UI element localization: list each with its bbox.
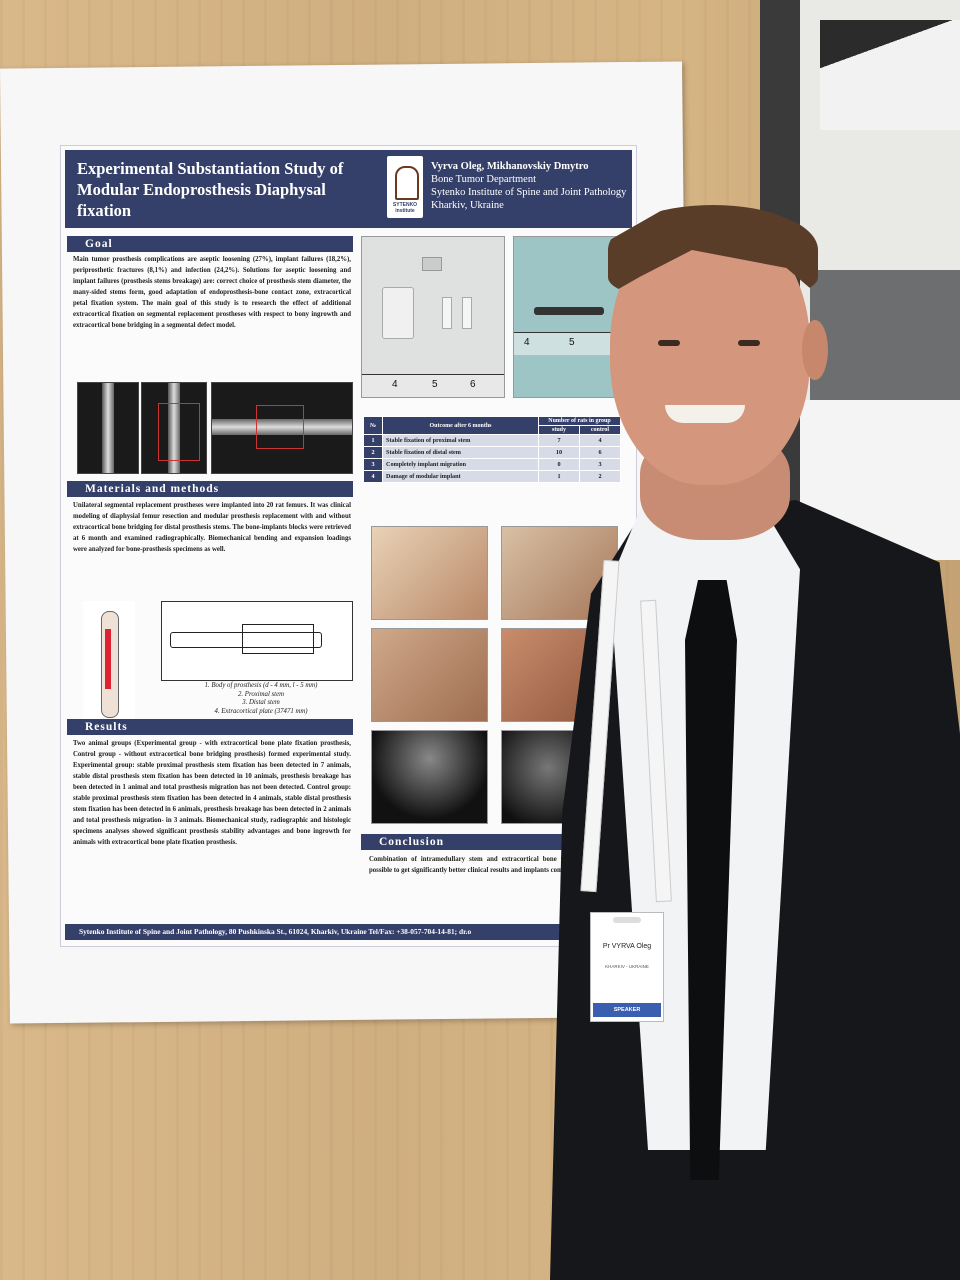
ear xyxy=(802,320,828,380)
goal-heading: Goal xyxy=(67,236,353,252)
logo-label: SYTENKO institute xyxy=(392,202,418,214)
poster-footer: Sytenko Institute of Spine and Joint Pat… xyxy=(65,924,632,940)
eye xyxy=(658,340,680,346)
diagram-legend: 1. Body of prosthesis (d - 4 mm, l - 5 m… xyxy=(181,682,341,716)
decorative-panel xyxy=(810,270,960,420)
methods-heading: Materials and methods xyxy=(67,481,353,497)
xray-image-1 xyxy=(77,382,139,474)
poster-header: Experimental Substantiation Study of Mod… xyxy=(65,150,632,228)
results-text: Two animal groups (Experimental group - … xyxy=(73,740,351,846)
femur-illustration xyxy=(83,601,135,721)
surgery-photo-3 xyxy=(371,628,488,722)
methods-text: Unilateral segmental replacement prosthe… xyxy=(73,502,351,553)
poster-title: Experimental Substantiation Study of Mod… xyxy=(77,159,344,220)
ceiling-truss xyxy=(820,20,960,130)
xray-image-2 xyxy=(141,382,207,474)
conclusion-text: Combination of intramedullary stem and e… xyxy=(369,856,624,874)
badge-role: SPEAKER xyxy=(593,1003,661,1017)
name-badge: Pr VYRVA Oleg KHARKIV - UKRAINE SPEAKER xyxy=(590,912,664,1022)
xray-result-1 xyxy=(371,730,488,824)
legend-item: 4. Extracortical plate (37471 mm) xyxy=(214,707,308,715)
background-window xyxy=(760,0,960,560)
legend-item: 1. Body of prosthesis (d - 4 mm, l - 5 m… xyxy=(204,682,318,689)
legend-item: 2. Proximal stem xyxy=(238,690,284,698)
badge-name: Pr VYRVA Oleg xyxy=(602,943,652,950)
col-outcome: Outcome after 6 months xyxy=(382,416,539,435)
institute-logo: SYTENKO institute xyxy=(387,156,423,218)
surgery-photo-1 xyxy=(371,526,488,620)
legend-item: 3. Distal stem xyxy=(242,699,280,706)
eye xyxy=(738,340,760,346)
badge-slot xyxy=(613,917,641,923)
logo-emblem-icon xyxy=(395,166,419,200)
smile xyxy=(665,405,745,423)
ruler-2: 4 5 xyxy=(514,332,624,355)
poster-authors-block: Vyrva Oleg, Mikhanovskiy Dmytro Bone Tum… xyxy=(431,160,631,212)
implant-photo: 4 5 6 xyxy=(361,236,505,398)
results-heading: Results xyxy=(67,719,353,735)
institute: Sytenko Institute of Spine and Joint Pat… xyxy=(431,187,627,198)
department: Bone Tumor Department xyxy=(431,174,536,185)
results-table: № Outcome after 6 months Number of rats … xyxy=(363,416,621,483)
badge-country: KHARKIV - UKRAINE xyxy=(605,964,649,969)
ruler: 4 5 6 xyxy=(362,374,504,397)
authors: Vyrva Oleg, Mikhanovskiy Dmytro xyxy=(431,161,589,172)
city: Kharkiv, Ukraine xyxy=(431,200,504,211)
scientific-poster: Experimental Substantiation Study of Mod… xyxy=(60,145,637,947)
table-row: 2 Stable fixation of distal stem 10 6 xyxy=(363,446,621,459)
prosthesis-diagram xyxy=(161,601,353,681)
xray-image-3 xyxy=(211,382,353,474)
col-no: № xyxy=(363,416,383,435)
goal-text: Main tumor prosthesis complications are … xyxy=(73,256,351,329)
assembled-implant-photo: 4 5 xyxy=(513,236,625,398)
